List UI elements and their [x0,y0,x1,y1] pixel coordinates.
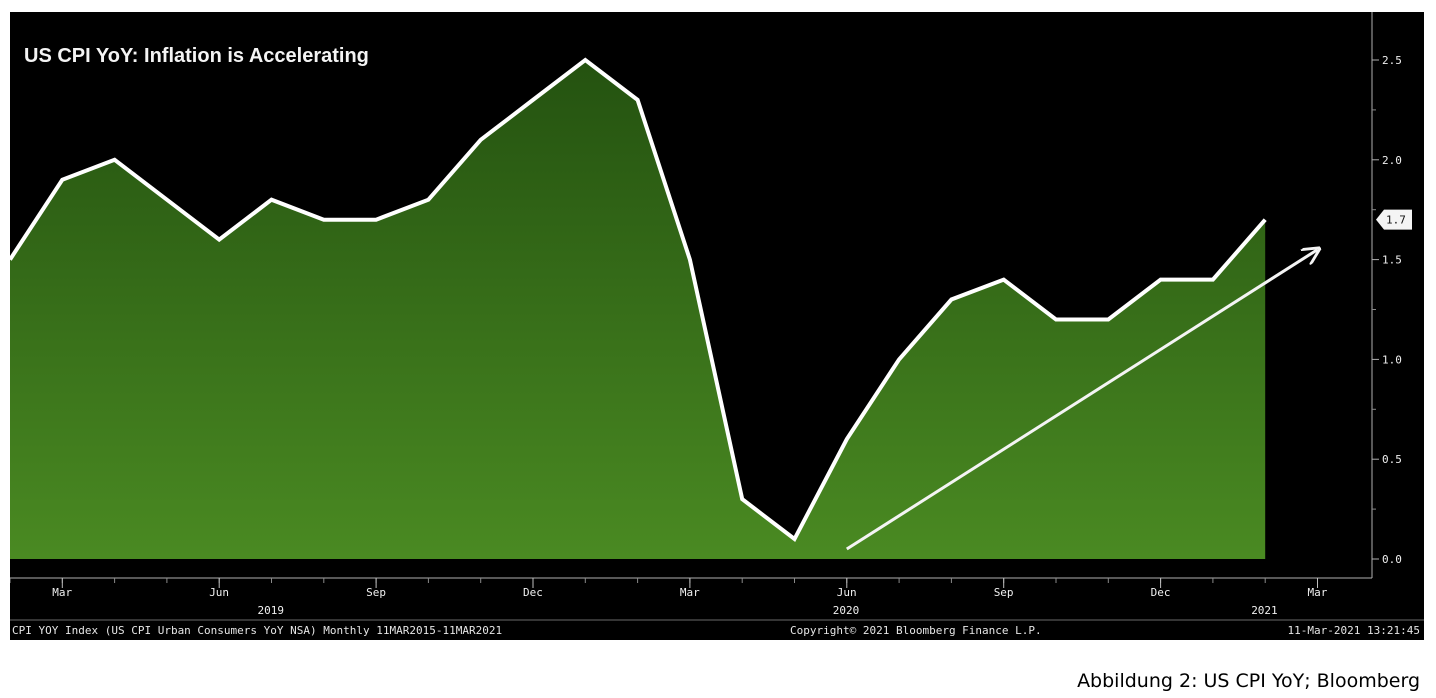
footer-timestamp: 11-Mar-2021 13:21:45 [1288,624,1420,637]
chart-frame: 0.0 0.5 1.0 1.5 2.0 2.5 1.7 Mar Jun Sep Dec Mar Jun S… [10,12,1424,640]
x-tick-label: Dec [523,586,543,599]
x-tick-label: Mar [1308,586,1328,599]
figure-caption: Abbildung 2: US CPI YoY; Bloomberg [1077,670,1420,692]
series-area [10,60,1266,559]
x-tick-label: Mar [680,586,700,599]
x-tick-label: Jun [209,586,229,599]
x-year-label: 2021 [1251,604,1278,617]
trend-arrow [845,250,1318,551]
y-tick-label: 0.5 [1382,453,1402,466]
chart-title: US CPI YoY: Inflation is Accelerating [24,45,369,67]
y-tick-label: 0.0 [1382,553,1402,566]
x-tick-label: Dec [1151,586,1171,599]
footer-source: CPI YOY Index (US CPI Urban Consumers Yo… [12,624,502,637]
x-tick-label: Jun [837,586,857,599]
last-value-label: 1.7 [1386,214,1406,227]
cpi-chart: 0.0 0.5 1.0 1.5 2.0 2.5 1.7 Mar Jun Sep Dec Mar Jun S… [10,12,1424,637]
y-tick-label: 1.0 [1382,353,1402,366]
last-value-badge-shape [1376,209,1412,230]
y-tick-label: 2.5 [1382,54,1402,67]
series-line [10,57,1267,543]
y-tick-label: 2.0 [1382,154,1402,167]
x-tick-label: Mar [52,586,72,599]
x-tick-label: Sep [994,586,1014,599]
footer-copyright: Copyright© 2021 Bloomberg Finance L.P. [790,624,1042,637]
x-year-label: 2020 [833,604,860,617]
x-year-label: 2019 [258,604,285,617]
x-tick-label: Sep [366,586,386,599]
last-value-badge: 1.7 [1376,209,1412,230]
y-tick-label: 1.5 [1382,254,1402,267]
